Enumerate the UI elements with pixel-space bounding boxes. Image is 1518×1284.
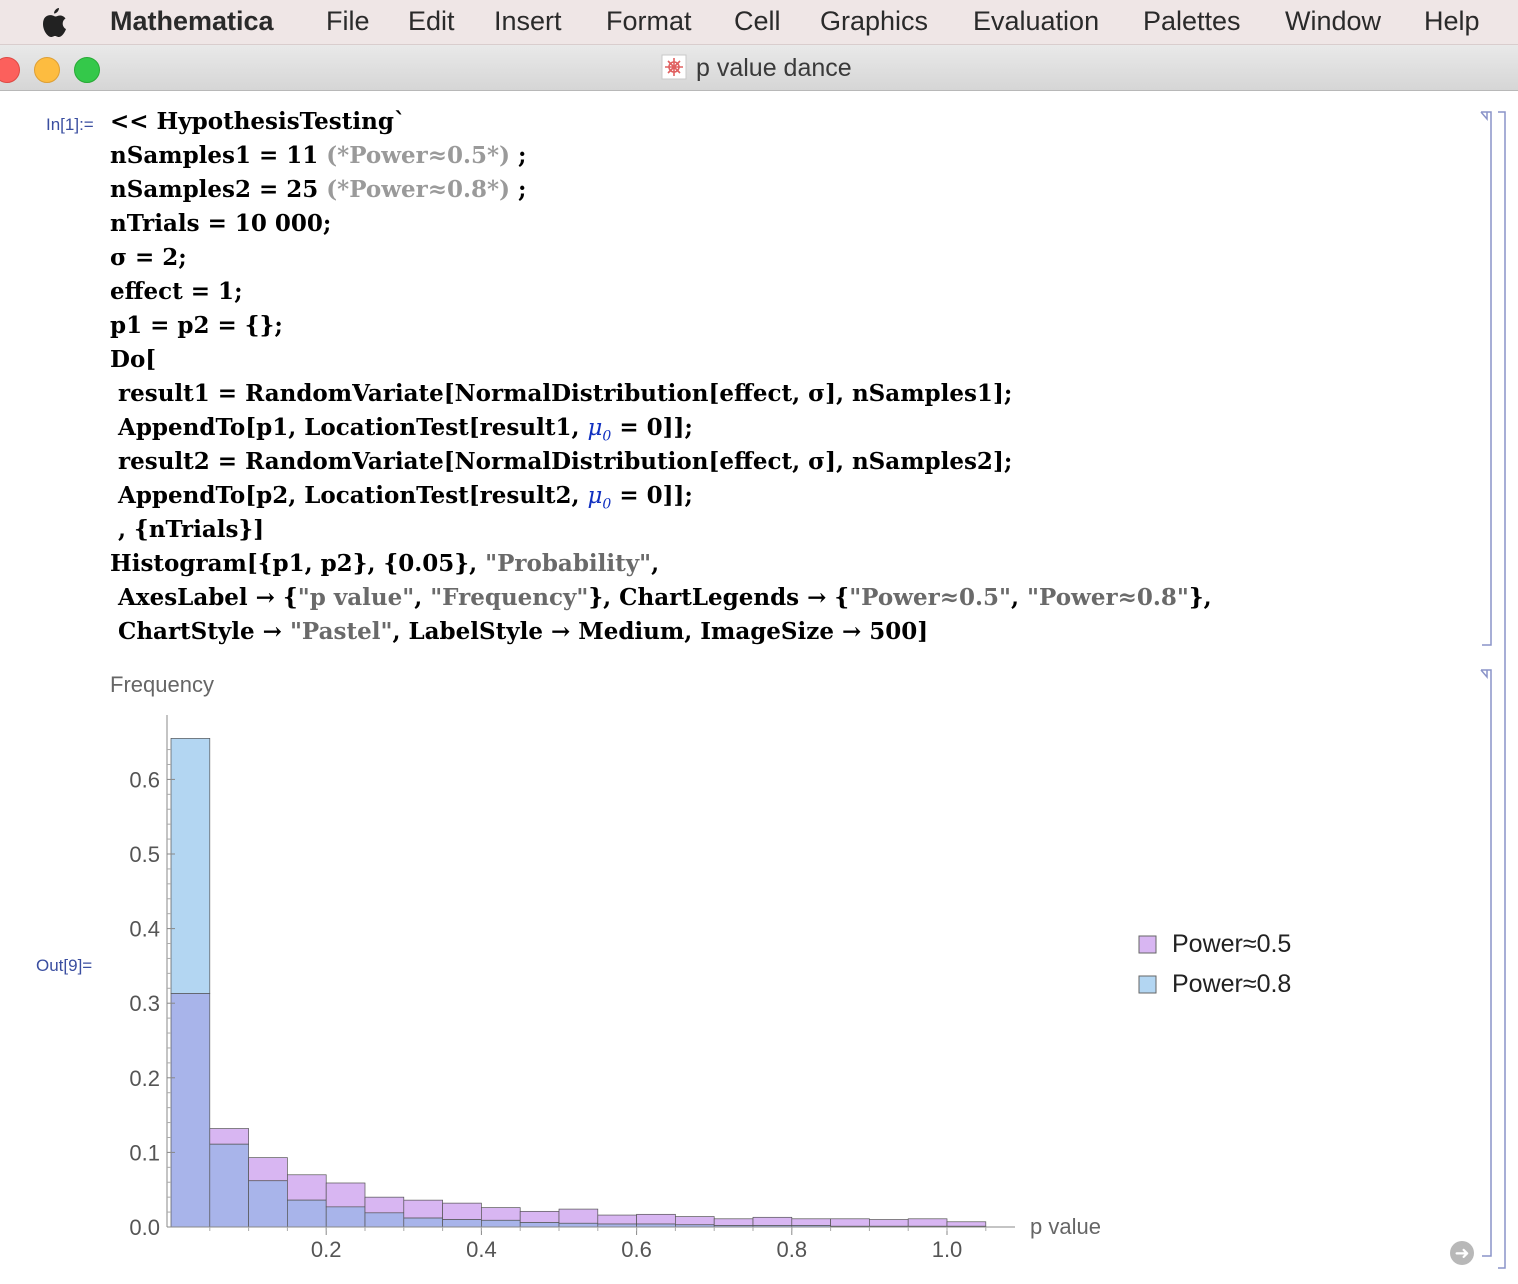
legend-swatch: [1138, 975, 1157, 994]
code-line: ChartStyle → "Pastel", LabelStyle → Medi…: [110, 618, 929, 645]
bar-power-0.5: [869, 1219, 909, 1227]
bar-power-0.5: [558, 1208, 599, 1224]
y-tick-label: 0.3: [129, 991, 160, 1016]
bar-overlap: [287, 1199, 327, 1228]
code-line: result1 = RandomVariate[NormalDistributi…: [110, 380, 1013, 407]
cell-brackets[interactable]: [1478, 108, 1508, 1278]
y-axis-label: Frequency: [110, 672, 214, 697]
bar-power-0.5: [946, 1221, 987, 1227]
close-window-button[interactable]: [0, 57, 20, 83]
code-line: AppendTo[p1, LocationTest[result1, μ0 = …: [110, 414, 693, 445]
y-tick-label: 0.2: [129, 1066, 160, 1091]
bar-overlap: [481, 1219, 521, 1228]
bar-overlap: [442, 1219, 482, 1228]
notebook-document-icon: [661, 54, 687, 80]
output-cell-label: Out[9]=: [36, 956, 93, 975]
y-tick-label: 0.1: [129, 1140, 160, 1165]
code-line: AxesLabel → {"p value", "Frequency"}, Ch…: [110, 584, 1212, 611]
bar-overlap: [364, 1212, 405, 1228]
x-tick-label: 0.6: [621, 1237, 652, 1262]
menu-graphics[interactable]: Graphics: [820, 6, 929, 36]
window-title: p value dance: [696, 54, 852, 82]
legend-label: Power≈0.5: [1172, 930, 1291, 958]
histogram-chart[interactable]: 0.0 0.1 0.2 0.3 0.4 0.5 0.6 0.2 0.4 0.6 0.8 1.0 Freq…: [100, 660, 1360, 1270]
bar-power-0.5: [209, 1128, 249, 1145]
bar-overlap: [170, 993, 211, 1228]
y-tick-label: 0.4: [129, 917, 160, 942]
input-cell-label: In[1]:=: [46, 115, 94, 134]
menu-edit[interactable]: Edit: [408, 6, 455, 36]
evaluate-arrow-icon[interactable]: ➜: [1450, 1241, 1474, 1265]
bar-power-0.5: [248, 1157, 288, 1182]
bar-power-0.5: [364, 1196, 405, 1214]
code-line: Do[: [110, 346, 157, 373]
y-tick-label: 0.0: [129, 1215, 160, 1240]
bar-power-0.5: [597, 1214, 637, 1225]
menu-app-name[interactable]: Mathematica: [110, 6, 274, 36]
code-line: , {nTrials}]: [110, 516, 265, 543]
code-line: nSamples2 = 25 (*Power≈0.8*) ;: [110, 176, 527, 203]
y-tick-label: 0.5: [129, 842, 160, 867]
menu-file[interactable]: File: [326, 6, 370, 36]
bar-power-0.5: [675, 1216, 715, 1226]
bar-overlap: [558, 1222, 599, 1228]
bar-power-0.5: [636, 1213, 676, 1225]
bar-overlap: [519, 1222, 560, 1228]
legend-label: Power≈0.8: [1172, 970, 1291, 998]
menu-cell[interactable]: Cell: [734, 6, 781, 36]
bar-power-0.8: [170, 738, 211, 994]
x-tick-label: 0.2: [311, 1237, 342, 1262]
y-tick-label: 0.6: [129, 767, 160, 792]
menu-window[interactable]: Window: [1285, 6, 1382, 36]
input-cell-bracket: [1481, 111, 1492, 646]
bar-power-0.5: [442, 1202, 482, 1220]
minimize-window-button[interactable]: [34, 57, 60, 83]
code-line: Histogram[{p1, p2}, {0.05}, "Probability…: [110, 550, 660, 577]
bar-power-0.5: [519, 1210, 560, 1223]
code-line: p1 = p2 = {};: [110, 312, 283, 339]
bar-power-0.5: [325, 1182, 366, 1208]
code-line: AppendTo[p2, LocationTest[result2, μ0 = …: [110, 482, 693, 513]
bar-power-0.5: [481, 1207, 521, 1221]
menu-evaluation[interactable]: Evaluation: [973, 6, 1100, 36]
bar-power-0.5: [830, 1218, 870, 1227]
bar-power-0.5: [287, 1174, 327, 1201]
bar-power-0.5: [752, 1216, 793, 1226]
legend-swatch: [1138, 935, 1157, 954]
menu-palettes[interactable]: Palettes: [1143, 6, 1241, 36]
output-cell-bracket: [1481, 669, 1492, 1257]
bar-overlap: [248, 1180, 288, 1228]
code-line: nSamples1 = 11 (*Power≈0.5*) ;: [110, 142, 527, 169]
x-axis-label: p value: [1030, 1214, 1101, 1239]
menu-format[interactable]: Format: [606, 6, 692, 36]
apple-icon[interactable]: [40, 6, 68, 38]
bar-overlap: [403, 1217, 443, 1228]
x-tick-label: 0.8: [777, 1237, 808, 1262]
bar-overlap: [325, 1206, 366, 1228]
bar-power-0.5: [791, 1218, 831, 1226]
bar-power-0.5: [713, 1218, 754, 1226]
code-line: << HypothesisTesting`: [110, 108, 406, 135]
code-line: effect = 1;: [110, 278, 243, 305]
code-line: σ = 2;: [110, 244, 187, 271]
bar-power-0.5: [907, 1218, 948, 1227]
bar-power-0.5: [403, 1199, 443, 1219]
menu-insert[interactable]: Insert: [494, 6, 562, 36]
zoom-window-button[interactable]: [74, 57, 100, 83]
code-line: nTrials = 10 000;: [110, 210, 332, 237]
code-line: result2 = RandomVariate[NormalDistributi…: [110, 448, 1013, 475]
menu-bar: Mathematica File Edit Insert Format Cell…: [0, 0, 1518, 45]
input-cell-code[interactable]: << HypothesisTesting` nSamples1 = 11 (*P…: [110, 105, 1212, 649]
bar-overlap: [209, 1143, 249, 1228]
group-cell-bracket: [1498, 111, 1506, 1269]
x-tick-label: 1.0: [932, 1237, 963, 1262]
window-title-bar: p value dance: [0, 45, 1518, 91]
menu-help[interactable]: Help: [1424, 6, 1480, 36]
x-tick-label: 0.4: [466, 1237, 497, 1262]
